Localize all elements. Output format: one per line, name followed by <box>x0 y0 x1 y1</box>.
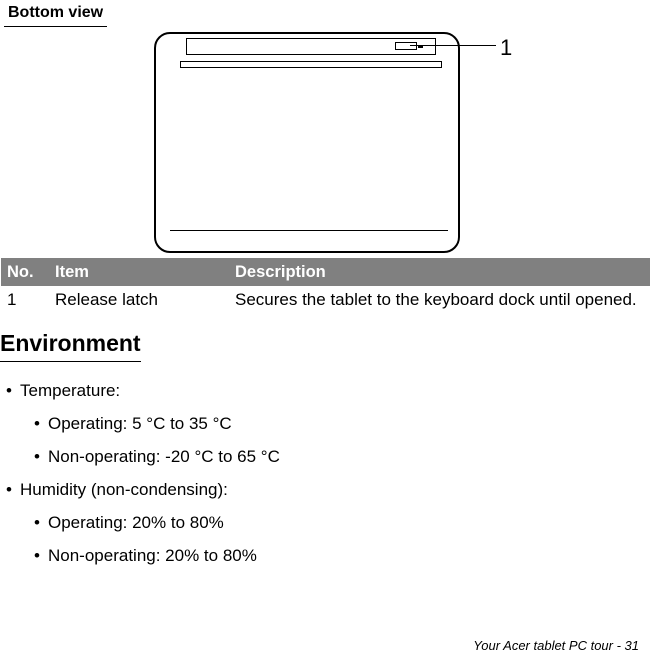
col-no: No. <box>1 258 49 286</box>
bottom-view-heading: Bottom view <box>4 2 107 27</box>
page-footer: Your Acer tablet PC tour - 31 <box>473 637 639 655</box>
table-header-row: No. Item Description <box>1 258 650 286</box>
temperature-label: Temperature: <box>20 381 120 400</box>
release-latch-notch-icon <box>418 46 423 48</box>
callout-number: 1 <box>500 33 512 63</box>
device-bottom-diagram <box>154 32 460 253</box>
dock-lip-outline <box>180 61 442 68</box>
cell-item: Release latch <box>49 286 229 315</box>
list-item: •Non-operating: -20 °C to 65 °C <box>34 446 640 469</box>
dock-slot-outline <box>186 38 436 55</box>
release-latch-icon <box>395 42 417 50</box>
cell-desc: Secures the tablet to the keyboard dock … <box>229 286 650 315</box>
temp-nonoperating: Non-operating: -20 °C to 65 °C <box>48 447 280 466</box>
parts-table: No. Item Description 1 Release latch Sec… <box>1 258 650 315</box>
list-item: •Humidity (non-condensing): <box>6 479 640 502</box>
humidity-label: Humidity (non-condensing): <box>20 480 228 499</box>
cell-no: 1 <box>1 286 49 315</box>
list-item: •Non-operating: 20% to 80% <box>34 545 640 568</box>
bottom-edge-line <box>170 230 448 231</box>
environment-list: •Temperature: •Operating: 5 °C to 35 °C … <box>0 380 640 578</box>
list-item: •Operating: 5 °C to 35 °C <box>34 413 640 436</box>
table-row: 1 Release latch Secures the tablet to th… <box>1 286 650 315</box>
page: Bottom view 1 No. Item Description 1 Rel… <box>0 0 651 665</box>
callout-leader-line <box>410 45 496 46</box>
list-item: •Operating: 20% to 80% <box>34 512 640 535</box>
temp-operating: Operating: 5 °C to 35 °C <box>48 414 232 433</box>
hum-operating: Operating: 20% to 80% <box>48 513 224 532</box>
environment-heading: Environment <box>0 328 141 362</box>
bottom-view-heading-text: Bottom view <box>8 4 103 21</box>
col-item: Item <box>49 258 229 286</box>
col-desc: Description <box>229 258 650 286</box>
hum-nonoperating: Non-operating: 20% to 80% <box>48 546 257 565</box>
list-item: •Temperature: <box>6 380 640 403</box>
